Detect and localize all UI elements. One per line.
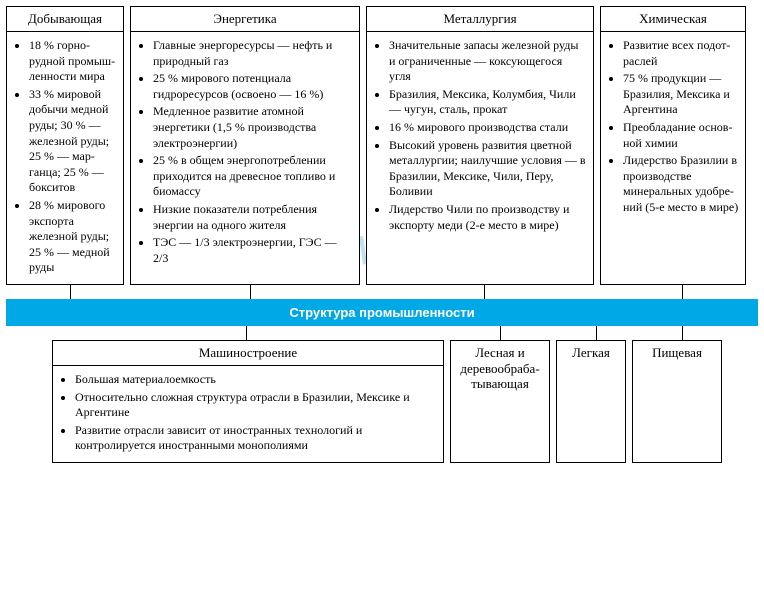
list-item: Лидерство Бразилии в производстве минера…: [623, 153, 739, 215]
list-item: Относительно сложная структура отрасли в…: [75, 390, 437, 421]
box-header-chemical: Химическая: [601, 7, 745, 32]
box-header-light: Лег­кая: [557, 341, 625, 365]
bottom-spacer: [6, 340, 46, 463]
list-item: 25 % в общем энергопо­треблении приходит…: [153, 153, 353, 200]
top-box-metallurgy: Металлургия Значительные запасы железной…: [366, 6, 594, 285]
box-body-metallurgy: Значительные запасы железной руды и огра…: [367, 32, 593, 241]
list-item: Развитие отрасли зависит от иностранных …: [75, 423, 437, 454]
list-item: Низкие показатели по­требления энергии н…: [153, 202, 353, 233]
top-box-energy: Энергетика Главные энергоресурсы — нефть…: [130, 6, 360, 285]
bottom-box-food: Пище­вая: [632, 340, 722, 463]
list-item: 25 % мирового потенциа­ла гидроресурсов …: [153, 71, 353, 102]
connectors-bot: [6, 326, 758, 340]
list-item: 28 % мирово­го экспорта железной руды; 2…: [29, 198, 117, 276]
box-header-metallurgy: Металлургия: [367, 7, 593, 32]
bottom-row: Машиностроение Большая материалоемкость …: [6, 340, 758, 463]
box-body-mining: 18 % гор­но­рудной про­мыш­лен­но­сти ми…: [7, 32, 123, 284]
list-item: Главные энергоресурсы — нефть и природны…: [153, 38, 353, 69]
box-header-energy: Энергетика: [131, 7, 359, 32]
connectors-top: [6, 285, 758, 299]
box-body-machinery: Большая материалоемкость Относительно сл…: [53, 366, 443, 462]
box-body-chemical: Развитие всех подот­раслей 75 % про­дукц…: [601, 32, 745, 224]
list-item: Лидерство Чили по про­изводству и экспор…: [389, 202, 587, 233]
top-box-mining: Добывающая 18 % гор­но­рудной про­мыш­ле…: [6, 6, 124, 285]
box-body-energy: Главные энергоресурсы — нефть и природны…: [131, 32, 359, 274]
list-item: 75 % про­дукции — Бразилия, Мексика и Ар…: [623, 71, 739, 118]
central-bar: Структура промышленности: [6, 299, 758, 326]
list-item: Бразилия, Мексика, Колумбия, Чили — чу­г…: [389, 87, 587, 118]
list-item: Преобла­дание основ­ной химии: [623, 120, 739, 151]
list-item: 18 % гор­но­рудной про­мыш­лен­но­сти ми…: [29, 38, 117, 85]
list-item: ТЭС — 1/3 электроэнер­гии, ГЭС — 2/3: [153, 235, 353, 266]
top-row: Добывающая 18 % гор­но­рудной про­мыш­ле…: [6, 6, 758, 285]
list-item: Большая материалоемкость: [75, 372, 437, 388]
list-item: 33 % мировой добычи медной руды; 30 % — …: [29, 87, 117, 196]
bottom-box-forestry: Лесная и дерево­обраба­тываю­щая: [450, 340, 550, 463]
list-item: Медленное развитие атомной энергетики (1…: [153, 104, 353, 151]
list-item: 16 % мирового произ­водства стали: [389, 120, 587, 136]
list-item: Развитие всех подот­раслей: [623, 38, 739, 69]
box-header-mining: Добывающая: [7, 7, 123, 32]
bottom-box-machinery: Машиностроение Большая материалоемкость …: [52, 340, 444, 463]
bottom-box-light: Лег­кая: [556, 340, 626, 463]
list-item: Значительные запасы железной руды и огра…: [389, 38, 587, 85]
top-box-chemical: Химическая Развитие всех подот­раслей 75…: [600, 6, 746, 285]
box-header-machinery: Машиностроение: [53, 341, 443, 366]
box-header-food: Пище­вая: [633, 341, 721, 365]
box-header-forestry: Лесная и дерево­обраба­тываю­щая: [451, 341, 549, 396]
list-item: Высокий уровень раз­вития цветной метал­…: [389, 138, 587, 200]
